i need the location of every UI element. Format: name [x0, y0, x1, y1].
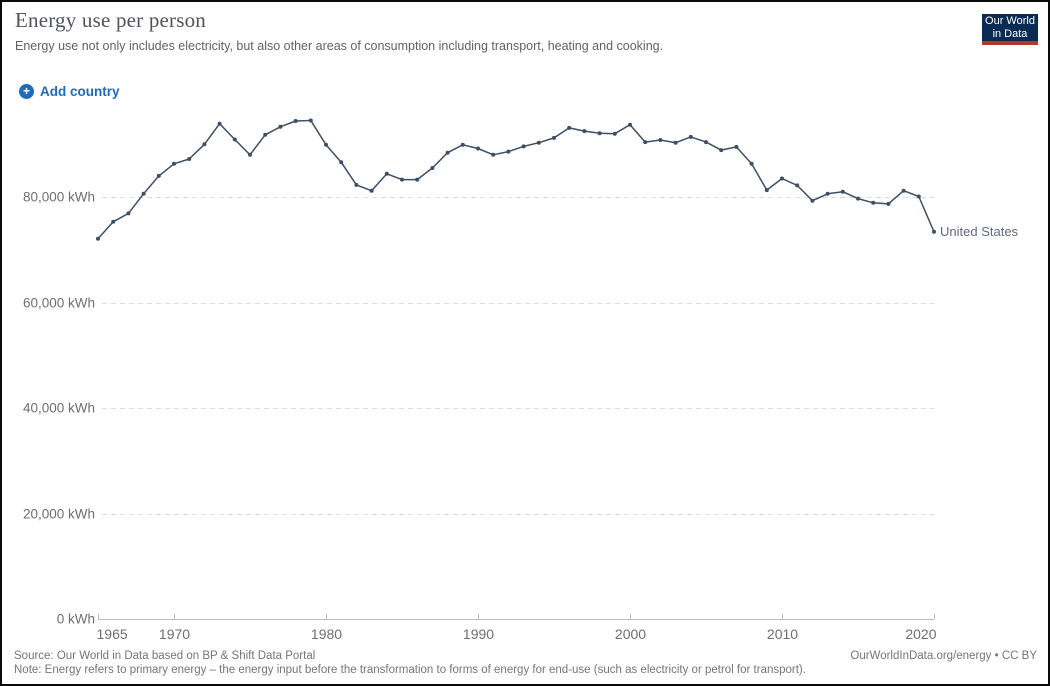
data-point[interactable] [278, 124, 283, 129]
data-point[interactable] [643, 140, 648, 145]
x-tick-label: 1965 [97, 626, 128, 642]
data-point[interactable] [141, 191, 146, 196]
add-country-button[interactable]: + Add country [19, 84, 120, 99]
data-point[interactable] [673, 140, 678, 145]
data-point[interactable] [658, 138, 663, 142]
methodology-note: Note: Energy refers to primary energy – … [14, 664, 806, 676]
x-tick-label: 1990 [463, 626, 494, 642]
data-line-united-states[interactable] [97, 119, 935, 240]
series-label[interactable]: United States [940, 224, 1019, 239]
data-point[interactable] [628, 122, 632, 127]
data-point[interactable] [506, 149, 511, 154]
chart-subtitle: Energy use not only includes electricity… [15, 39, 664, 53]
data-point[interactable] [552, 135, 556, 140]
data-point[interactable] [293, 119, 298, 123]
data-point[interactable] [476, 146, 480, 151]
data-point[interactable] [354, 182, 359, 187]
x-tick-label: 1980 [311, 626, 342, 642]
data-point[interactable] [901, 188, 906, 193]
data-point[interactable] [825, 191, 830, 196]
data-point[interactable] [172, 161, 176, 166]
data-point[interactable] [156, 173, 161, 178]
data-point[interactable] [795, 183, 800, 188]
x-tick-label: 1970 [159, 626, 190, 642]
y-tick-label: 20,000 kWh [23, 507, 95, 522]
data-point[interactable] [734, 144, 739, 149]
page-title: Energy use per person [15, 8, 207, 32]
data-point[interactable] [612, 131, 617, 136]
data-point[interactable] [369, 188, 374, 193]
data-point[interactable] [764, 188, 769, 193]
y-tick-label: 40,000 kWh [23, 401, 95, 416]
data-point[interactable] [932, 229, 936, 234]
data-point[interactable] [400, 177, 404, 182]
owid-logo-line1: Our World [985, 14, 1035, 27]
add-country-label: Add country [40, 84, 120, 99]
data-point[interactable] [324, 142, 328, 147]
data-point[interactable] [217, 121, 222, 126]
y-tick-label: 0 kWh [57, 612, 95, 627]
data-point[interactable] [916, 194, 921, 199]
data-point[interactable] [111, 219, 116, 224]
footer-notes: Source: Our World in Data based on BP & … [14, 649, 806, 677]
x-tick-label: 2000 [615, 626, 646, 642]
data-point[interactable] [415, 177, 420, 182]
data-point[interactable] [704, 140, 708, 145]
data-point[interactable] [126, 211, 131, 216]
data-point[interactable] [840, 189, 845, 194]
data-point[interactable] [187, 157, 192, 161]
data-point[interactable] [536, 140, 541, 145]
data-point[interactable] [491, 152, 496, 157]
data-point[interactable] [460, 142, 465, 147]
source-note: Source: Our World in Data based on BP & … [14, 650, 316, 662]
x-tick-label: 2010 [767, 626, 798, 642]
y-tick-label: 80,000 kWh [23, 190, 95, 205]
data-point[interactable] [567, 125, 572, 130]
plus-circle-icon: + [19, 84, 34, 99]
data-point[interactable] [856, 196, 860, 201]
data-point[interactable] [232, 137, 237, 142]
data-point[interactable] [780, 176, 784, 181]
data-point[interactable] [871, 200, 876, 205]
data-point[interactable] [248, 152, 252, 157]
data-point[interactable] [688, 134, 693, 139]
x-tick-label: 2020 [905, 626, 936, 642]
data-point[interactable] [202, 142, 207, 147]
owid-logo-line2: in Data [992, 27, 1028, 40]
data-point[interactable] [384, 171, 389, 176]
y-tick-label: 60,000 kWh [23, 296, 95, 311]
data-point[interactable] [445, 150, 450, 155]
owid-link[interactable]: OurWorldInData.org/energy • CC BY [850, 650, 1037, 662]
data-point[interactable] [582, 129, 587, 134]
data-point[interactable] [339, 160, 344, 165]
data-point[interactable] [263, 132, 268, 137]
data-point[interactable] [597, 131, 602, 136]
data-point[interactable] [886, 201, 891, 206]
data-point[interactable] [810, 198, 815, 203]
data-point[interactable] [430, 166, 435, 170]
data-point[interactable] [96, 236, 100, 241]
data-point[interactable] [308, 118, 313, 123]
owid-logo[interactable]: Our World in Data [982, 14, 1038, 45]
data-point[interactable] [521, 144, 526, 149]
data-point[interactable] [719, 148, 724, 153]
data-point[interactable] [749, 161, 754, 166]
